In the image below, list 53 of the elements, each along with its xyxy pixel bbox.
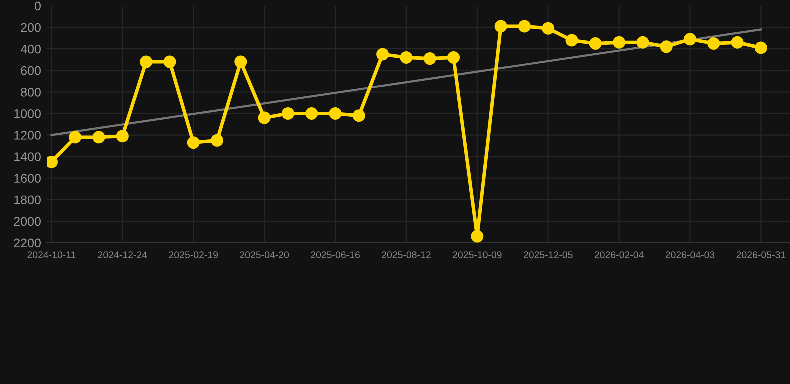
y-tick-label: 2200 xyxy=(14,238,41,248)
point xyxy=(448,51,460,64)
point xyxy=(613,36,626,49)
point xyxy=(589,37,602,50)
point xyxy=(306,107,318,120)
y-tick-label: 200 xyxy=(21,23,41,32)
point xyxy=(518,20,531,33)
point xyxy=(754,42,768,54)
point xyxy=(69,131,82,144)
point xyxy=(660,40,673,54)
x-tick-label: 2025-04-20 xyxy=(240,252,290,258)
point xyxy=(566,34,578,47)
point xyxy=(92,131,106,144)
x-tick-label: 2025-06-16 xyxy=(311,252,360,258)
point xyxy=(282,107,294,120)
x-tick-label: 2024-10-11 xyxy=(28,252,76,258)
y-tick-label: 1200 xyxy=(14,131,41,140)
point xyxy=(140,56,153,68)
point xyxy=(684,33,696,46)
point xyxy=(731,36,744,49)
y-tick-label: 800 xyxy=(21,88,41,97)
x-tick-label: 2026-04-03 xyxy=(666,252,715,258)
point xyxy=(471,230,484,243)
y-tick-label: 0 xyxy=(34,2,41,11)
y-tick-label: 400 xyxy=(20,44,41,54)
point xyxy=(708,37,720,50)
point xyxy=(234,56,248,68)
point xyxy=(376,48,390,61)
x-tick-label: 2024-12-24 xyxy=(98,252,148,258)
point xyxy=(258,112,271,124)
point xyxy=(542,22,555,35)
point xyxy=(636,36,650,49)
y-tick-label: 1800 xyxy=(14,196,41,205)
y-tick-label: 1600 xyxy=(14,174,41,184)
x-tick-label: 2025-12-05 xyxy=(524,252,573,258)
point xyxy=(352,110,366,122)
point xyxy=(400,51,413,64)
x-tick-label: 2025-02-19 xyxy=(169,252,218,258)
x-tick-label: 2026-02-04 xyxy=(594,252,644,258)
point xyxy=(187,136,200,150)
x-tick-label: 2025-08-12 xyxy=(382,252,431,258)
point xyxy=(116,130,129,143)
point xyxy=(329,107,342,120)
point xyxy=(211,134,224,147)
x-tick-label: 2025-10-09 xyxy=(453,252,502,258)
point xyxy=(494,20,508,33)
y-tick-label: 600 xyxy=(21,66,41,76)
y-tick-label: 2000 xyxy=(14,217,41,226)
y-tick-label: 1400 xyxy=(14,152,41,162)
x-tick-label: 2026-05-31 xyxy=(736,252,786,258)
point xyxy=(424,52,436,66)
point xyxy=(164,56,176,68)
y-tick-label: 1000 xyxy=(14,110,41,118)
